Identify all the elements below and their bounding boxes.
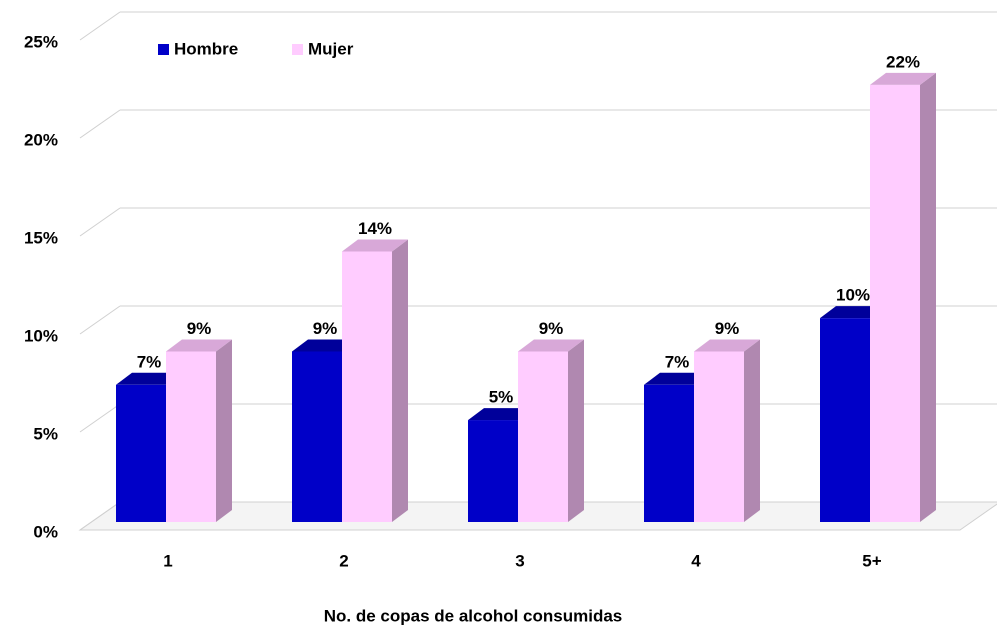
grid-line	[79, 305, 997, 335]
bar-top	[870, 72, 936, 85]
data-label: 9%	[187, 319, 212, 338]
bar-top	[166, 339, 232, 352]
x-tick-label: 3	[515, 551, 524, 570]
grid-line	[79, 109, 997, 139]
legend-label: Mujer	[308, 39, 354, 58]
y-tick-label: 15%	[24, 228, 58, 247]
bar-front	[468, 420, 518, 522]
bar	[694, 339, 760, 522]
bar-front	[116, 384, 166, 522]
bar-side	[216, 339, 232, 522]
bar-top	[292, 339, 358, 352]
data-label: 9%	[313, 319, 338, 338]
bar-side	[744, 339, 760, 522]
bar	[166, 339, 232, 522]
bar-side	[392, 239, 408, 522]
bar	[518, 339, 584, 522]
x-tick-label: 5+	[862, 551, 881, 570]
bar-front	[870, 84, 920, 523]
grid-line-side	[79, 109, 121, 139]
bar-top	[468, 408, 534, 421]
y-tick-label: 25%	[24, 32, 58, 51]
legend-swatch	[292, 44, 303, 55]
data-label: 14%	[358, 219, 392, 238]
grid-line-side	[79, 501, 121, 531]
data-label: 5%	[489, 388, 514, 407]
bar-top	[820, 306, 886, 319]
bar-top	[644, 372, 710, 385]
x-tick-label: 4	[691, 551, 701, 570]
grid-line-side	[79, 305, 121, 335]
x-axis-title: No. de copas de alcohol consumidas	[324, 606, 623, 625]
bar-top	[694, 339, 760, 352]
y-tick-label: 10%	[24, 326, 58, 345]
bar-front	[518, 351, 568, 522]
bar-front	[694, 351, 744, 522]
data-label: 9%	[539, 319, 564, 338]
bar-top	[518, 339, 584, 352]
data-label: 7%	[665, 352, 690, 371]
bar	[342, 239, 408, 522]
x-tick-label: 2	[339, 551, 348, 570]
grid-line-side	[79, 207, 121, 237]
grid-line-side	[79, 403, 121, 433]
bar-top	[116, 372, 182, 385]
y-tick-label: 5%	[33, 424, 58, 443]
y-tick-label: 20%	[24, 130, 58, 149]
data-label: 10%	[836, 286, 870, 305]
legend-label: Hombre	[174, 39, 238, 58]
y-tick-label: 0%	[33, 522, 58, 541]
x-tick-label: 1	[163, 551, 172, 570]
bar-top	[342, 239, 408, 252]
data-label: 9%	[715, 319, 740, 338]
data-label: 7%	[137, 352, 162, 371]
bar-front	[166, 351, 216, 522]
bar-side	[568, 339, 584, 522]
bar-front	[820, 318, 870, 522]
grid-line	[79, 207, 997, 237]
bar-front	[342, 251, 392, 522]
data-label: 22%	[886, 52, 920, 71]
bar-front	[292, 351, 342, 522]
bar-side	[920, 72, 936, 523]
grid-line	[79, 11, 997, 41]
bar-front	[644, 384, 694, 522]
bar	[870, 72, 936, 523]
grid-line-side	[79, 11, 121, 41]
legend-swatch	[158, 44, 169, 55]
